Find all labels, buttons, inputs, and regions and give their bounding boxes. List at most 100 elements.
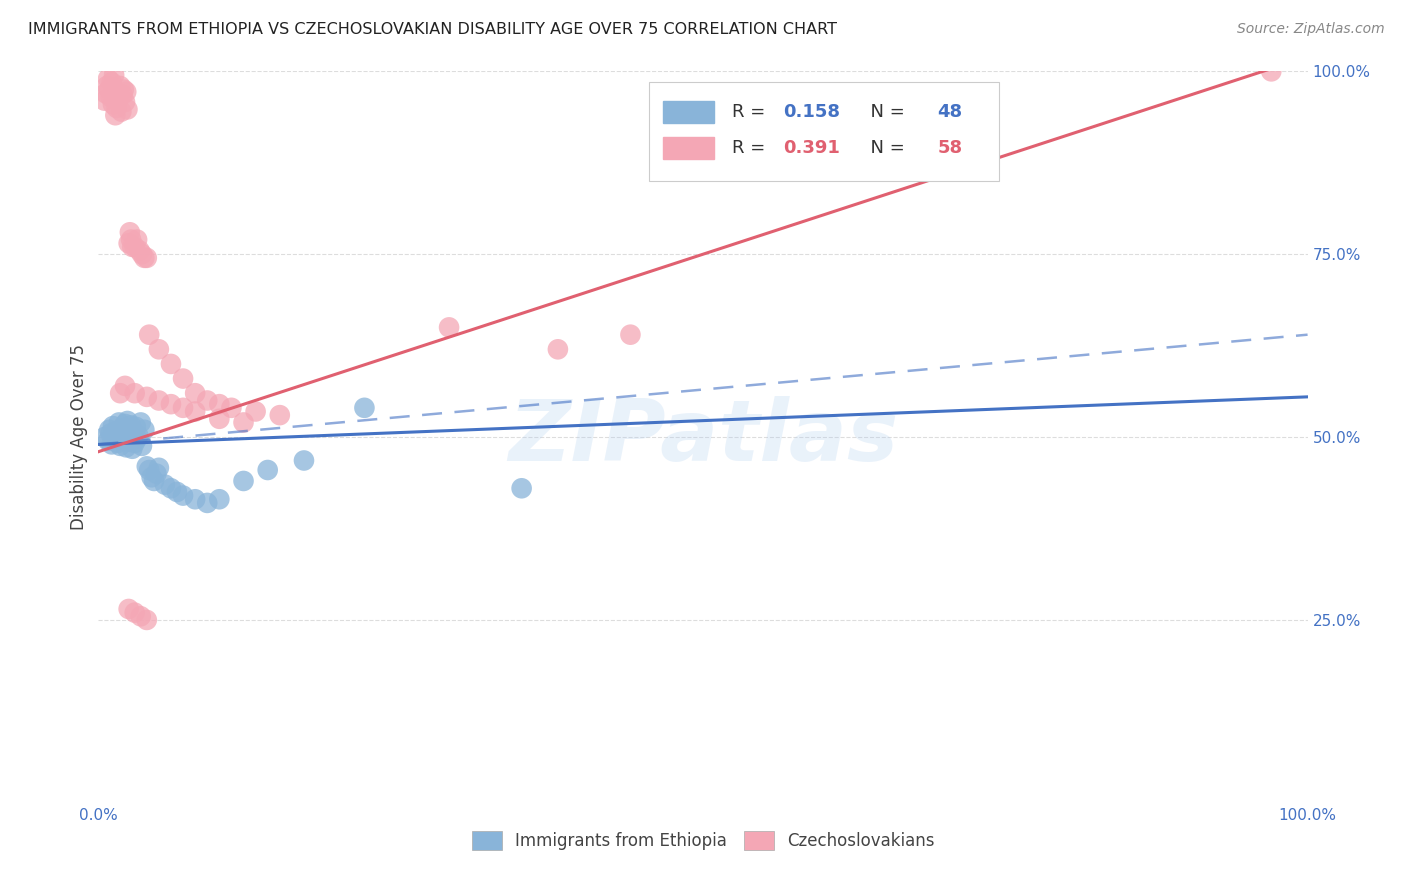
Point bbox=[118, 225, 141, 239]
Text: IMMIGRANTS FROM ETHIOPIA VS CZECHOSLOVAKIAN DISABILITY AGE OVER 75 CORRELATION C: IMMIGRANTS FROM ETHIOPIA VS CZECHOSLOVAK… bbox=[28, 22, 837, 37]
Point bbox=[100, 426, 122, 441]
Text: R =: R = bbox=[733, 139, 770, 157]
Point bbox=[108, 87, 131, 101]
Point bbox=[103, 432, 125, 446]
Point bbox=[160, 397, 183, 411]
Point bbox=[166, 485, 188, 500]
Point bbox=[135, 390, 157, 404]
Point bbox=[221, 401, 243, 415]
Point bbox=[103, 68, 125, 82]
Point bbox=[172, 489, 194, 503]
Point bbox=[134, 423, 156, 437]
Point bbox=[93, 94, 115, 108]
Y-axis label: Disability Age Over 75: Disability Age Over 75 bbox=[70, 344, 89, 530]
Point bbox=[98, 423, 121, 437]
Point bbox=[93, 430, 115, 444]
Point bbox=[108, 416, 131, 430]
Point bbox=[121, 442, 143, 456]
Text: N =: N = bbox=[859, 139, 911, 157]
Point bbox=[208, 412, 231, 426]
Point bbox=[97, 434, 120, 448]
Point bbox=[619, 327, 641, 342]
Point bbox=[160, 481, 183, 495]
Point bbox=[145, 467, 167, 481]
Text: 58: 58 bbox=[938, 139, 963, 157]
Point bbox=[108, 386, 131, 401]
Point bbox=[114, 417, 136, 431]
Point bbox=[118, 425, 141, 440]
Point bbox=[120, 418, 142, 433]
Point bbox=[134, 251, 156, 265]
Point bbox=[97, 71, 120, 86]
Point bbox=[117, 414, 139, 428]
Point bbox=[104, 108, 127, 122]
Point bbox=[101, 419, 124, 434]
Point bbox=[122, 424, 145, 438]
Point bbox=[96, 78, 118, 93]
Point bbox=[353, 401, 375, 415]
FancyBboxPatch shape bbox=[648, 82, 1000, 181]
Point bbox=[184, 492, 207, 507]
Point bbox=[98, 83, 121, 97]
Point bbox=[114, 95, 136, 109]
Text: 0.391: 0.391 bbox=[783, 139, 839, 157]
Point bbox=[153, 477, 176, 491]
Point bbox=[111, 433, 134, 447]
Point bbox=[1260, 64, 1282, 78]
Text: N =: N = bbox=[859, 103, 911, 120]
Point bbox=[112, 83, 135, 97]
Point bbox=[107, 436, 129, 450]
Point bbox=[148, 393, 170, 408]
Point bbox=[94, 87, 117, 101]
Point bbox=[127, 432, 149, 446]
Point bbox=[135, 251, 157, 265]
Point bbox=[148, 460, 170, 475]
Point bbox=[129, 416, 152, 430]
Point bbox=[112, 427, 135, 442]
Text: 0.158: 0.158 bbox=[783, 103, 839, 120]
Point bbox=[127, 233, 149, 247]
Point bbox=[269, 408, 291, 422]
Point bbox=[104, 428, 127, 442]
Point bbox=[110, 421, 132, 435]
Point bbox=[105, 101, 128, 115]
Point bbox=[100, 90, 122, 104]
Point bbox=[135, 613, 157, 627]
Point bbox=[547, 343, 569, 357]
Point bbox=[118, 236, 141, 251]
Text: R =: R = bbox=[733, 103, 770, 120]
Point bbox=[232, 416, 254, 430]
Point bbox=[125, 420, 148, 434]
Point bbox=[437, 320, 460, 334]
Point bbox=[135, 459, 157, 474]
Point bbox=[117, 103, 139, 117]
Bar bbox=[664, 137, 714, 159]
Point bbox=[138, 463, 160, 477]
Point bbox=[115, 440, 138, 454]
Point bbox=[172, 371, 194, 385]
Point bbox=[141, 470, 163, 484]
Text: Source: ZipAtlas.com: Source: ZipAtlas.com bbox=[1237, 22, 1385, 37]
Point bbox=[131, 247, 153, 261]
Point bbox=[131, 439, 153, 453]
Point bbox=[121, 240, 143, 254]
Point bbox=[120, 233, 142, 247]
Point bbox=[208, 397, 231, 411]
Point bbox=[124, 436, 146, 450]
Point bbox=[101, 97, 124, 112]
Point bbox=[232, 474, 254, 488]
Point bbox=[124, 606, 146, 620]
Point bbox=[114, 379, 136, 393]
Point bbox=[107, 94, 129, 108]
Point bbox=[184, 404, 207, 418]
Point bbox=[510, 481, 533, 495]
Point bbox=[160, 357, 183, 371]
Point bbox=[184, 386, 207, 401]
Point bbox=[256, 463, 278, 477]
Point bbox=[118, 602, 141, 616]
Point bbox=[108, 78, 131, 93]
Point bbox=[195, 393, 218, 408]
Point bbox=[124, 240, 146, 254]
Point bbox=[128, 244, 150, 258]
Text: 48: 48 bbox=[938, 103, 963, 120]
